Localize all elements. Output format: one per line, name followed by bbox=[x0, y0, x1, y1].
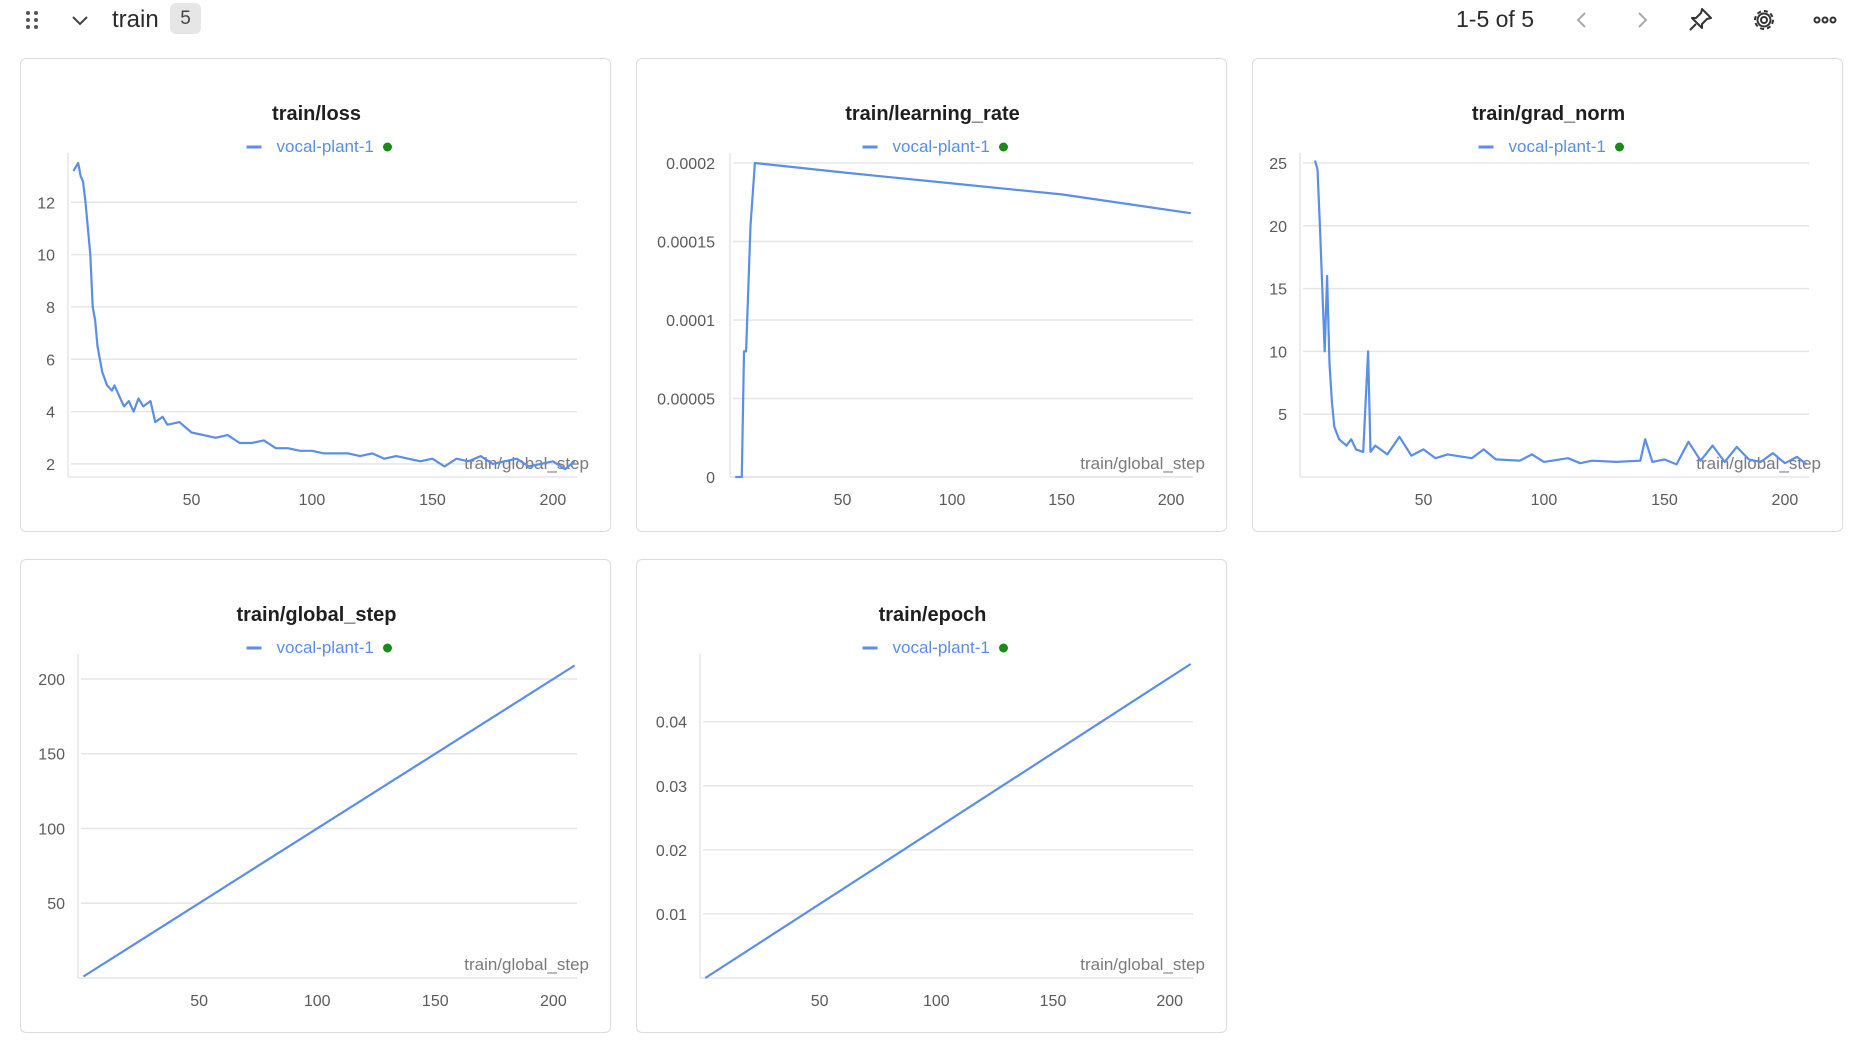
chevron-down-icon[interactable] bbox=[68, 8, 92, 32]
y-tick-label: 5 bbox=[1278, 407, 1287, 424]
drag-handle-icon[interactable] bbox=[20, 8, 44, 32]
chart-title: train/learning_rate bbox=[845, 103, 1020, 125]
chevron-right-icon[interactable] bbox=[1630, 8, 1654, 32]
x-tick-label: 50 bbox=[183, 492, 201, 509]
x-tick-label: 50 bbox=[834, 492, 852, 509]
section-title: train bbox=[112, 6, 159, 33]
legend-label: vocal-plant-1 bbox=[1509, 137, 1606, 156]
chart-panel-train-epoch[interactable]: train/epoch vocal-plant-1 0.01 0.02 0.03 0.04… bbox=[636, 559, 1227, 1033]
chart-panel-train-global-step[interactable]: train/global_step vocal-plant-1 50 100 150 20… bbox=[20, 559, 611, 1033]
chart-title: train/epoch bbox=[879, 604, 987, 626]
x-tick-label: 200 bbox=[540, 492, 567, 509]
y-tick-label: 0.02 bbox=[656, 843, 687, 860]
x-axis-title: train/global_step bbox=[464, 454, 589, 473]
x-tick-label: 150 bbox=[1048, 492, 1075, 509]
series-line[interactable] bbox=[1313, 160, 1808, 466]
y-tick-label: 0.0002 bbox=[666, 156, 715, 173]
x-tick-label: 200 bbox=[1158, 492, 1185, 509]
run-status-dot bbox=[999, 643, 1008, 653]
run-status-dot bbox=[1615, 142, 1624, 152]
x-axis-title: train/global_step bbox=[1080, 454, 1205, 473]
x-tick-label: 200 bbox=[1772, 492, 1799, 509]
y-tick-label: 0.04 bbox=[656, 715, 687, 732]
run-status-dot bbox=[999, 142, 1008, 152]
chart-train-loss: train/loss vocal-plant-1 2 4 6 8 10 12 50 100 150 2… bbox=[37, 103, 589, 509]
x-tick-label: 100 bbox=[299, 492, 326, 509]
chart-train-learning-rate: train/learning_rate vocal-plant-1 0 0.00005… bbox=[657, 103, 1205, 509]
x-axis-title: train/global_step bbox=[464, 955, 589, 974]
y-tick-label: 20 bbox=[1269, 219, 1287, 236]
series-line[interactable] bbox=[704, 663, 1192, 979]
y-tick-label: 15 bbox=[1269, 282, 1287, 299]
y-tick-label: 50 bbox=[47, 896, 65, 913]
y-tick-label: 0.01 bbox=[656, 907, 687, 924]
legend[interactable]: vocal-plant-1 bbox=[862, 638, 1009, 657]
y-tick-label: 0.0001 bbox=[666, 313, 715, 330]
x-tick-label: 100 bbox=[923, 993, 950, 1010]
x-tick-label: 200 bbox=[540, 993, 567, 1010]
legend[interactable]: vocal-plant-1 bbox=[246, 638, 393, 657]
chart-title: train/global_step bbox=[236, 604, 396, 626]
x-tick-label: 150 bbox=[1040, 993, 1067, 1010]
legend-label: vocal-plant-1 bbox=[893, 137, 990, 156]
chart-panel-train-grad-norm[interactable]: train/grad_norm vocal-plant-1 5 10 15 20 25 50 1… bbox=[1252, 58, 1843, 532]
x-tick-label: 100 bbox=[939, 492, 966, 509]
chart-train-grad-norm: train/grad_norm vocal-plant-1 5 10 15 20 25 50 1… bbox=[1269, 103, 1821, 509]
y-tick-label: 4 bbox=[46, 405, 55, 422]
series-line[interactable] bbox=[735, 161, 1191, 479]
run-status-dot bbox=[383, 643, 392, 653]
y-tick-label: 200 bbox=[38, 672, 65, 689]
chart-train-epoch: train/epoch vocal-plant-1 0.01 0.02 0.03 0.04… bbox=[656, 604, 1205, 1010]
pagination-text: 1-5 of 5 bbox=[1456, 6, 1534, 32]
section-header: train 5 1-5 of 5 bbox=[0, 0, 1851, 40]
x-tick-label: 150 bbox=[422, 993, 449, 1010]
gear-icon[interactable] bbox=[1750, 6, 1778, 34]
y-tick-label: 10 bbox=[37, 248, 55, 265]
panel-count-badge: 5 bbox=[170, 3, 201, 34]
y-tick-label: 0.00005 bbox=[657, 392, 715, 409]
chart-panel-train-loss[interactable]: train/loss vocal-plant-1 2 4 6 8 10 12 50 100 150 2… bbox=[20, 58, 611, 532]
x-tick-label: 100 bbox=[304, 993, 331, 1010]
y-tick-label: 25 bbox=[1269, 156, 1287, 173]
legend[interactable]: vocal-plant-1 bbox=[1478, 137, 1625, 156]
y-tick-label: 12 bbox=[37, 195, 55, 212]
chart-panel-train-learning-rate[interactable]: train/learning_rate vocal-plant-1 0 0.00005… bbox=[636, 58, 1227, 532]
y-tick-label: 0.00015 bbox=[657, 235, 715, 252]
y-tick-label: 0 bbox=[706, 470, 715, 487]
legend-label: vocal-plant-1 bbox=[277, 638, 374, 657]
x-tick-label: 200 bbox=[1156, 993, 1183, 1010]
x-tick-label: 100 bbox=[1531, 492, 1558, 509]
x-axis-title: train/global_step bbox=[1080, 955, 1205, 974]
y-tick-label: 2 bbox=[46, 457, 55, 474]
chart-title: train/loss bbox=[272, 103, 361, 125]
pin-icon[interactable] bbox=[1686, 6, 1714, 34]
series-line[interactable] bbox=[72, 161, 576, 471]
y-tick-label: 6 bbox=[46, 352, 55, 369]
x-tick-label: 150 bbox=[419, 492, 446, 509]
run-status-dot bbox=[383, 142, 392, 152]
y-tick-label: 0.03 bbox=[656, 779, 687, 796]
chart-title: train/grad_norm bbox=[1472, 103, 1625, 125]
x-axis-title: train/global_step bbox=[1696, 454, 1821, 473]
series-line[interactable] bbox=[82, 664, 576, 978]
y-tick-label: 150 bbox=[38, 747, 65, 764]
y-tick-label: 8 bbox=[46, 300, 55, 317]
chevron-left-icon[interactable] bbox=[1570, 8, 1594, 32]
x-tick-label: 50 bbox=[1415, 492, 1433, 509]
y-tick-label: 10 bbox=[1269, 344, 1287, 361]
x-tick-label: 50 bbox=[811, 993, 829, 1010]
legend-label: vocal-plant-1 bbox=[893, 638, 990, 657]
legend-label: vocal-plant-1 bbox=[277, 137, 374, 156]
x-tick-label: 50 bbox=[190, 993, 208, 1010]
chart-train-global-step: train/global_step vocal-plant-1 50 100 150 20… bbox=[38, 604, 589, 1010]
more-icon[interactable] bbox=[1812, 8, 1838, 32]
legend[interactable]: vocal-plant-1 bbox=[862, 137, 1009, 156]
legend[interactable]: vocal-plant-1 bbox=[246, 137, 393, 156]
y-tick-label: 100 bbox=[38, 821, 65, 838]
x-tick-label: 150 bbox=[1651, 492, 1678, 509]
